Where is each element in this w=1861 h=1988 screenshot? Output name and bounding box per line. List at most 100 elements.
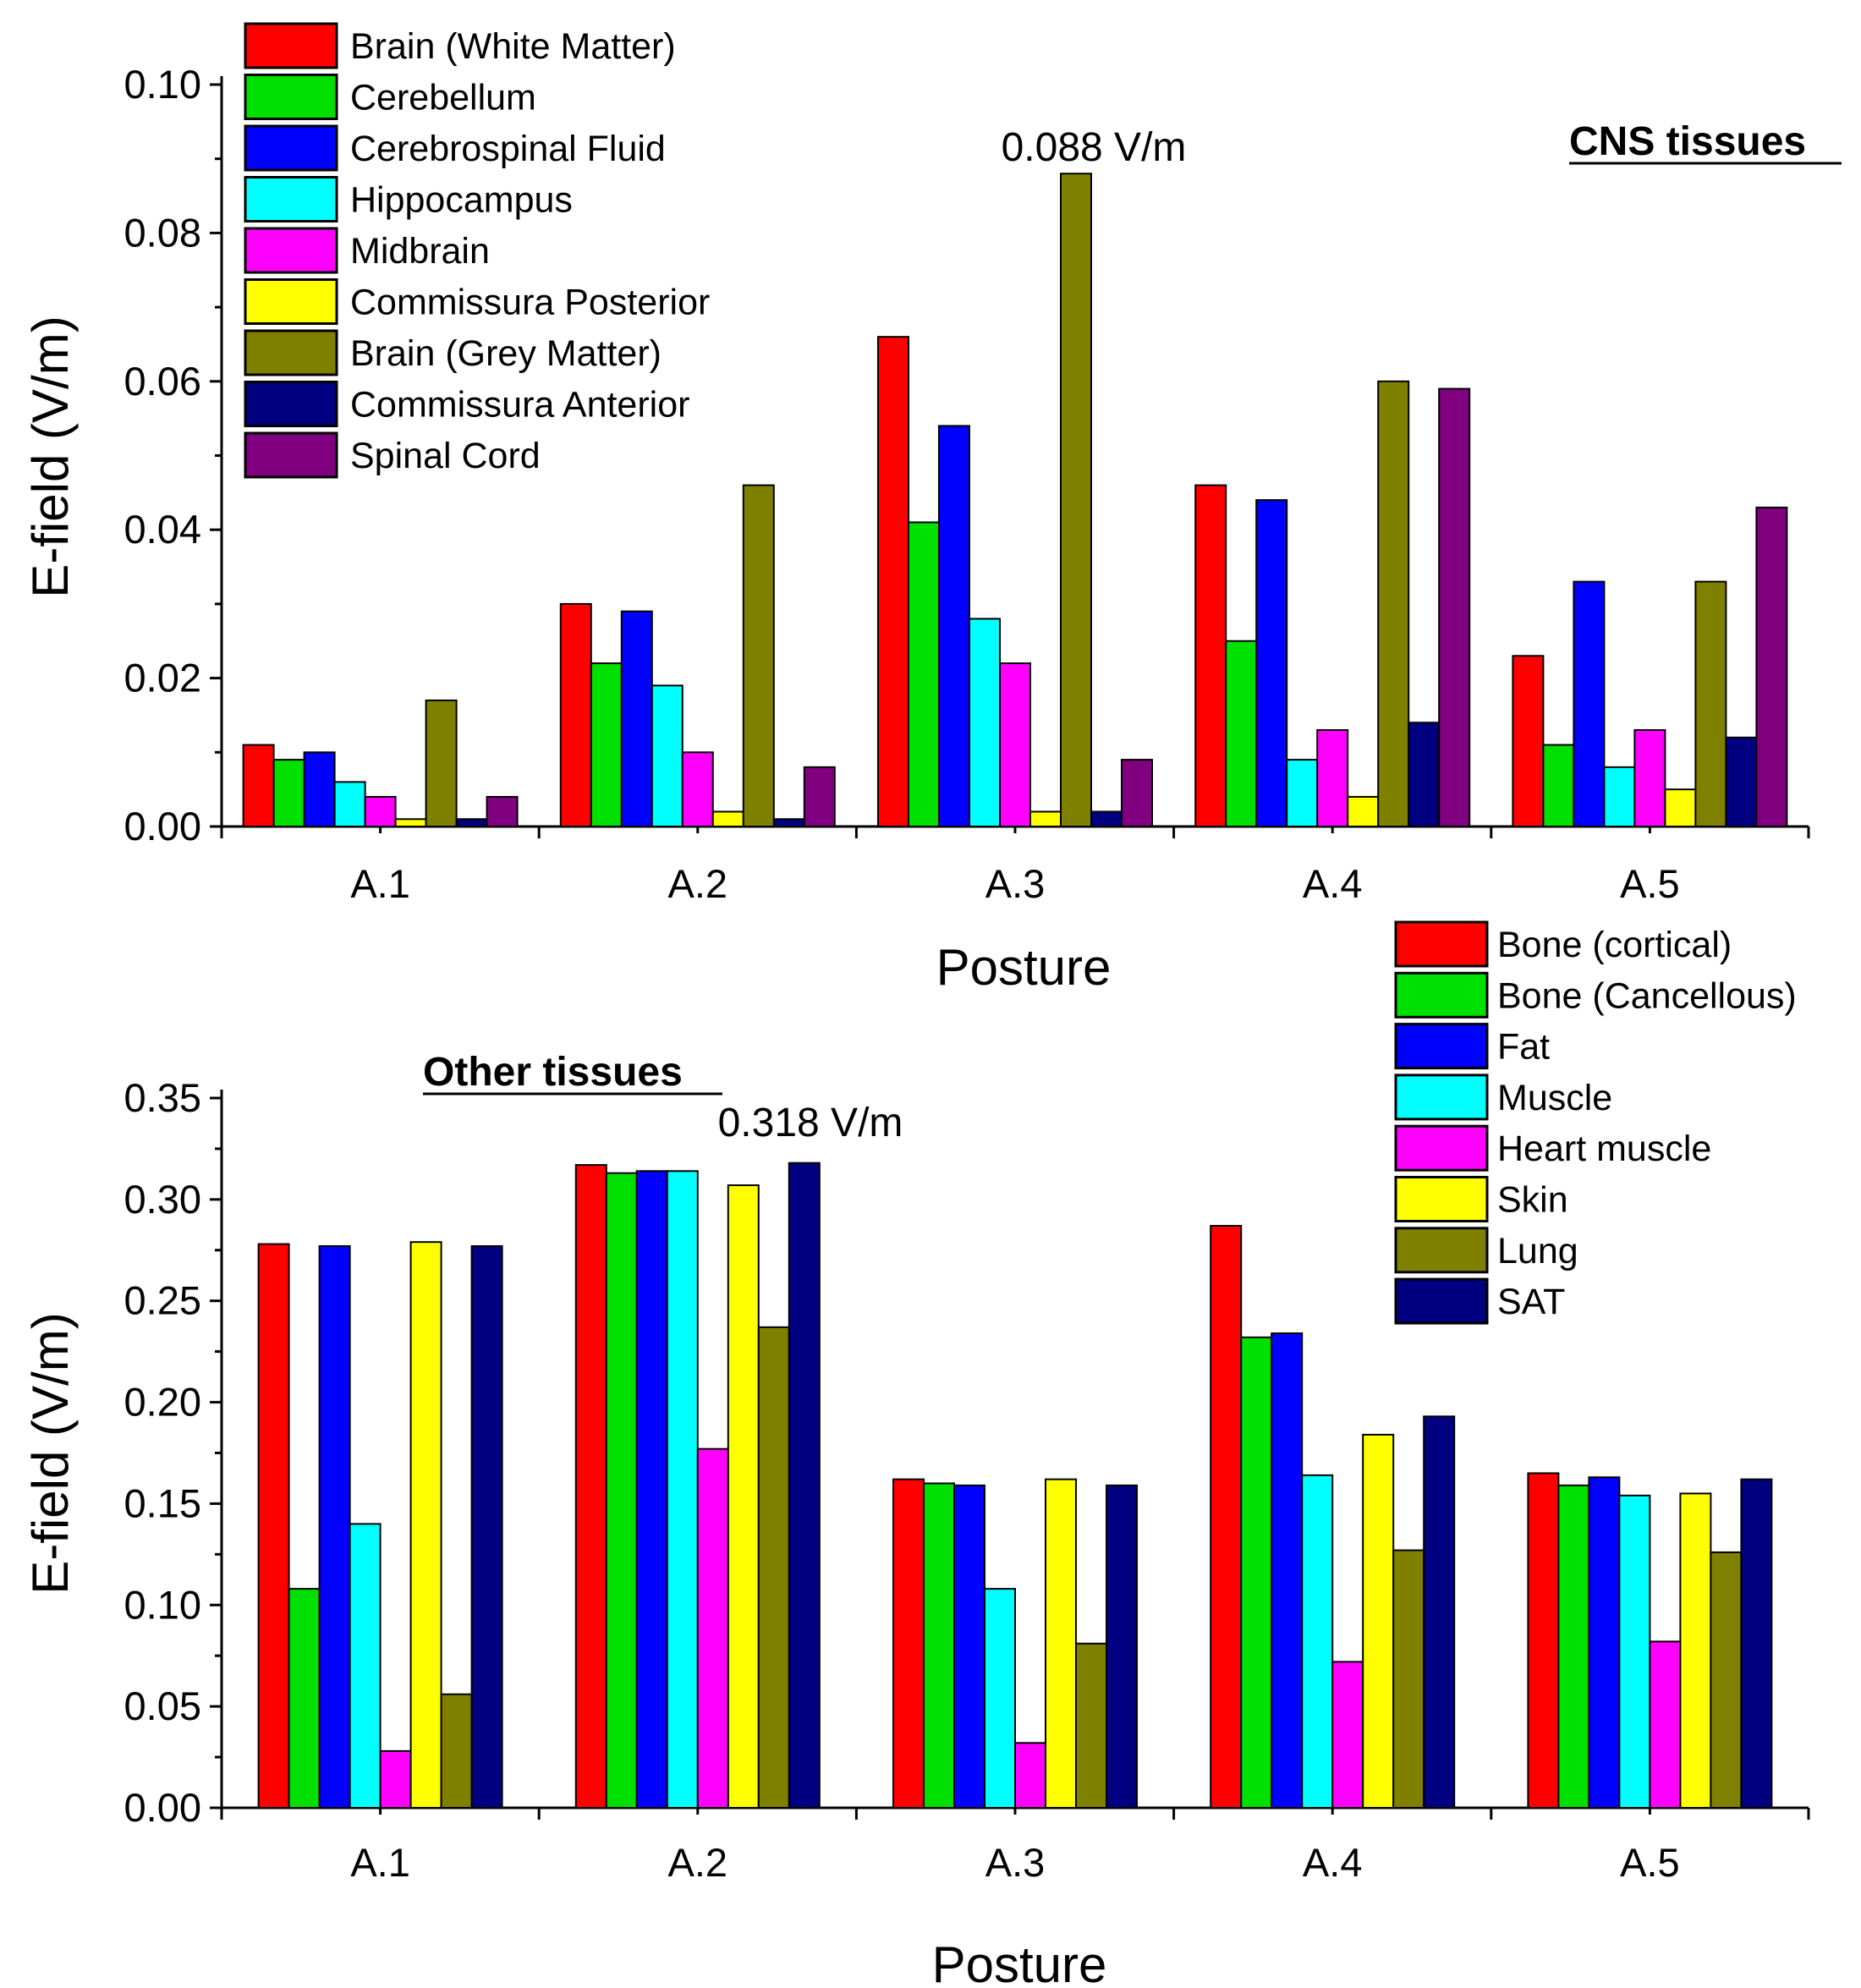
bar — [1075, 1642, 1107, 1809]
bar — [742, 484, 775, 828]
bar — [1210, 1225, 1243, 1809]
peak-value-annotation: 0.318 V/m — [718, 1101, 903, 1145]
y-tick-label: 0.10 — [124, 62, 201, 107]
bar — [635, 1170, 668, 1809]
legend-swatch — [244, 431, 338, 479]
bar — [1542, 744, 1575, 828]
bar — [984, 1588, 1016, 1809]
x-tick-label: A.1 — [350, 861, 410, 906]
bar — [772, 818, 805, 827]
legend-swatch — [1394, 1176, 1489, 1222]
y-tick-label: 0.05 — [124, 1683, 201, 1728]
bar — [1286, 759, 1319, 828]
legend-swatch — [1394, 1227, 1489, 1274]
x-axis-title: Posture — [932, 1936, 1107, 1988]
bar — [1603, 766, 1636, 828]
bar — [1362, 1433, 1395, 1809]
legend-label: Midbrain — [350, 231, 490, 272]
panel-label: CNS tissues — [1569, 119, 1806, 164]
bar — [1694, 580, 1727, 828]
y-tick-label: 0.02 — [124, 656, 201, 700]
bar — [559, 602, 592, 828]
x-tick-label: A.2 — [668, 861, 728, 906]
bar — [1377, 380, 1410, 827]
bar — [486, 795, 519, 827]
cns-tissues-chart: 0.00 0.02 0.04 0.06 0.08 0.10 A.1 A.2 A.3 A.4 A.5 E… — [22, 22, 1842, 996]
legend-swatch — [244, 278, 338, 325]
bar — [574, 1164, 607, 1809]
y-axis-title: E-field (V/m) — [22, 1312, 79, 1594]
bar — [1014, 1742, 1046, 1810]
x-tick-label: A.5 — [1620, 1840, 1680, 1885]
legend-swatch — [244, 227, 338, 274]
y-tick-label: 0.20 — [124, 1380, 201, 1425]
y-tick-label: 0.04 — [124, 507, 201, 552]
x-tick-label: A.3 — [985, 1840, 1046, 1885]
bar — [1679, 1492, 1712, 1809]
x-tick-label: A.3 — [985, 861, 1046, 906]
y-tick-label: 0.06 — [124, 359, 201, 404]
y-tick-label: 0.10 — [124, 1582, 201, 1627]
legend-label: Cerebrospinal Fluid — [350, 129, 666, 169]
other-tissues-chart: 0.00 0.05 0.10 0.15 0.20 0.25 0.30 0.35 A.1 A.2 A.… — [22, 920, 1810, 1988]
legend-swatch — [1394, 920, 1489, 968]
bar — [938, 425, 970, 827]
bar — [1316, 728, 1349, 827]
bar — [1347, 795, 1380, 827]
bar — [349, 1523, 382, 1810]
bar — [1106, 1484, 1138, 1809]
bar — [1301, 1474, 1334, 1809]
bar — [364, 795, 397, 827]
bar — [409, 1241, 442, 1809]
bar — [892, 1478, 925, 1809]
bar — [470, 1244, 503, 1809]
y-tick-label: 0.25 — [124, 1278, 201, 1323]
bar — [1408, 722, 1441, 827]
legend-swatch — [244, 329, 338, 376]
bar — [440, 1693, 473, 1810]
bar — [605, 1172, 638, 1810]
bar — [1271, 1332, 1304, 1810]
bar — [242, 744, 275, 828]
legend-swatch — [1394, 1074, 1489, 1121]
bar — [1633, 728, 1666, 827]
bar — [953, 1484, 985, 1809]
y-tick-label: 0.15 — [124, 1480, 201, 1525]
legend-label: Bone (cortical) — [1497, 925, 1732, 965]
bar — [1060, 173, 1092, 828]
bar — [1045, 1478, 1077, 1809]
legend-label: Hippocampus — [350, 180, 573, 221]
x-tick-label: A.1 — [350, 1840, 410, 1885]
bar — [1090, 810, 1123, 828]
bar — [318, 1244, 351, 1809]
legend-label: Fat — [1497, 1027, 1550, 1068]
legend-swatch — [1394, 971, 1489, 1019]
bar — [1573, 580, 1606, 828]
bar — [620, 610, 653, 827]
legend-label: Muscle — [1497, 1078, 1612, 1118]
y-axis-title: E-field (V/m) — [22, 316, 79, 597]
bar — [666, 1170, 699, 1809]
bar — [923, 1482, 955, 1809]
bar — [651, 684, 683, 827]
bar — [1755, 506, 1788, 827]
bar — [877, 336, 909, 827]
bar — [1255, 499, 1288, 827]
legend-swatch — [244, 124, 338, 172]
bar — [969, 618, 1001, 827]
bar — [1557, 1484, 1590, 1809]
legend-label: Commissura Anterior — [350, 385, 689, 426]
bar — [1225, 640, 1258, 827]
bar — [1392, 1549, 1425, 1809]
bar — [1588, 1476, 1621, 1810]
x-tick-label: A.4 — [1303, 861, 1363, 906]
legend-swatch — [244, 176, 338, 222]
legend-label: Commissura Posterior — [350, 283, 710, 323]
legend-label: Brain (Grey Matter) — [350, 333, 662, 374]
legend-swatch — [1394, 1277, 1489, 1325]
x-tick-label: A.4 — [1303, 1840, 1363, 1885]
bar — [1649, 1640, 1682, 1810]
bar — [1331, 1661, 1364, 1810]
bar — [272, 759, 305, 828]
